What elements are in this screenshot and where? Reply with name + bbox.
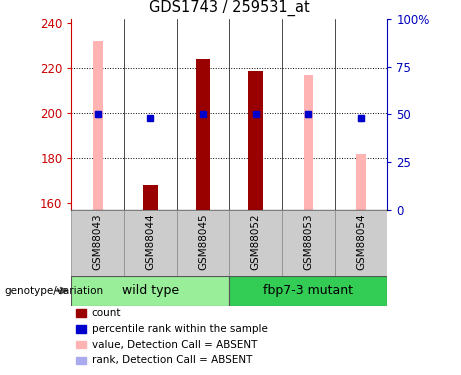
Text: GSM88053: GSM88053	[303, 213, 313, 270]
Text: value, Detection Call = ABSENT: value, Detection Call = ABSENT	[92, 340, 257, 350]
Text: rank, Detection Call = ABSENT: rank, Detection Call = ABSENT	[92, 356, 252, 365]
Bar	[195, 59, 210, 210]
Text: GSM88054: GSM88054	[356, 213, 366, 270]
Text: fbp7-3 mutant: fbp7-3 mutant	[263, 284, 353, 297]
Title: GDS1743 / 259531_at: GDS1743 / 259531_at	[149, 0, 310, 16]
Bar	[71, 276, 229, 306]
Bar	[71, 210, 124, 276]
Text: GSM88044: GSM88044	[145, 213, 155, 270]
Text: percentile rank within the sample: percentile rank within the sample	[92, 324, 268, 334]
Bar	[124, 210, 177, 276]
Text: genotype/variation: genotype/variation	[5, 286, 104, 296]
Text: wild type: wild type	[122, 284, 179, 297]
Bar	[356, 154, 366, 210]
Bar	[282, 210, 335, 276]
Bar	[303, 75, 313, 210]
Bar	[248, 70, 263, 210]
Text: GSM88045: GSM88045	[198, 213, 208, 270]
Text: count: count	[92, 308, 121, 318]
Bar	[335, 210, 387, 276]
Bar	[229, 276, 387, 306]
Bar	[93, 41, 102, 210]
Bar	[229, 210, 282, 276]
Bar	[143, 185, 158, 210]
Text: GSM88052: GSM88052	[251, 213, 260, 270]
Bar	[251, 70, 260, 210]
Text: GSM88043: GSM88043	[93, 213, 103, 270]
Bar	[177, 210, 229, 276]
